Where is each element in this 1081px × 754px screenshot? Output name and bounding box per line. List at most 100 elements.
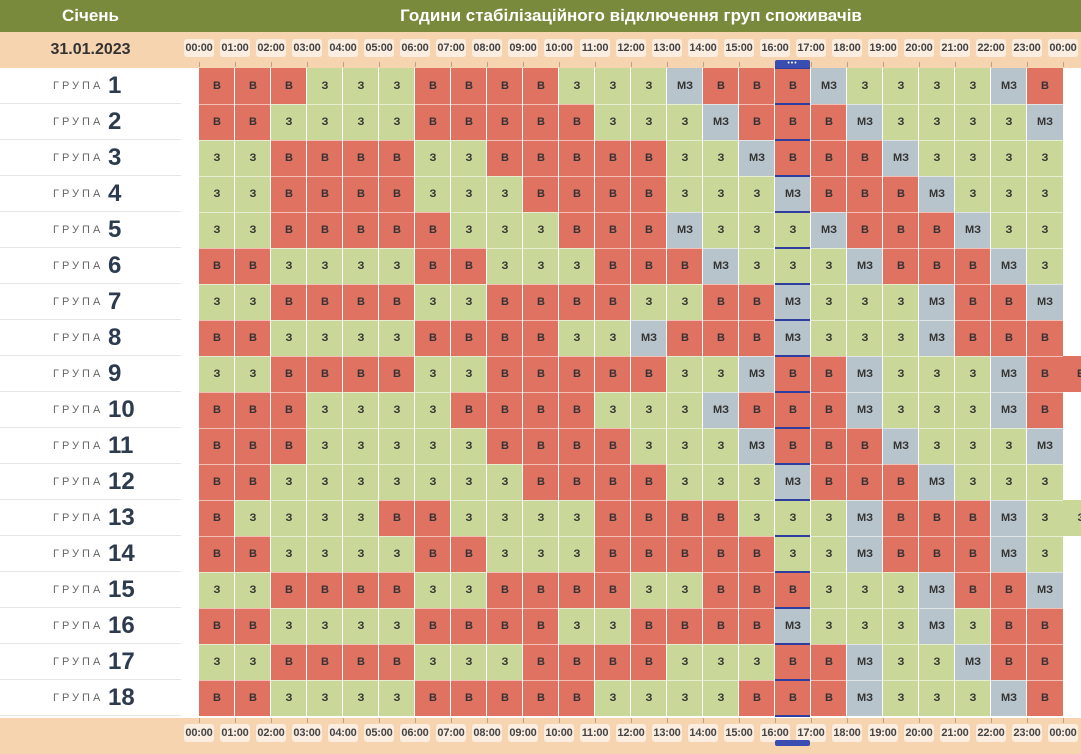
- schedule-cell: З: [271, 680, 307, 716]
- schedule-cell: В: [775, 104, 811, 140]
- current-hour-line: [775, 715, 810, 717]
- group-word: ГРУПА: [53, 188, 104, 200]
- schedule-cell: В: [415, 104, 451, 140]
- schedule-cell: В: [667, 608, 703, 644]
- time-tick: 12:00: [616, 39, 646, 57]
- time-tick-line: [1027, 62, 1028, 67]
- schedule-cell: З: [559, 536, 595, 572]
- schedule-cell: З: [343, 248, 379, 284]
- schedule-cell: В: [235, 392, 271, 428]
- schedule-cell: З: [631, 284, 667, 320]
- time-tick: 09:00: [508, 724, 538, 742]
- schedule-cell: З: [991, 104, 1027, 140]
- time-tick-line: [811, 62, 812, 67]
- time-tick: 21:00: [940, 724, 970, 742]
- current-hour-line: [775, 463, 810, 465]
- time-tick: 06:00: [400, 39, 430, 57]
- schedule-cell: З: [667, 572, 703, 608]
- schedule-cell: В: [307, 140, 343, 176]
- schedule-cell: З: [811, 536, 847, 572]
- time-tick-line: [307, 718, 308, 723]
- schedule-cell: МЗ: [919, 284, 955, 320]
- schedule-cell: В: [703, 608, 739, 644]
- schedule-cell: З: [883, 68, 919, 104]
- schedule-cell: З: [523, 212, 559, 248]
- schedule-cell: З: [487, 464, 523, 500]
- schedule-cell: З: [523, 500, 559, 536]
- schedule-cell: В: [811, 140, 847, 176]
- group-word: ГРУПА: [53, 656, 104, 668]
- group-number: 8: [108, 324, 122, 351]
- schedule-cell: З: [847, 608, 883, 644]
- group-word: ГРУПА: [53, 296, 104, 308]
- schedule-cell: МЗ: [1027, 104, 1063, 140]
- schedule-cell: МЗ: [847, 248, 883, 284]
- schedule-cell: З: [1027, 176, 1063, 212]
- time-tick-line: [307, 62, 308, 67]
- schedule-cell: В: [271, 428, 307, 464]
- schedule-cell: В: [919, 212, 955, 248]
- schedule-cell: В: [487, 140, 523, 176]
- group-label: ГРУПА 6: [0, 248, 181, 284]
- schedule-cell: З: [235, 500, 271, 536]
- schedule-cell: В: [847, 428, 883, 464]
- schedule-cell: З: [451, 464, 487, 500]
- schedule-cell: З: [451, 284, 487, 320]
- schedule-cell: В: [739, 284, 775, 320]
- schedule-cell: З: [271, 320, 307, 356]
- schedule-cell: З: [667, 284, 703, 320]
- time-tick: 20:00: [904, 724, 934, 742]
- schedule-cell: З: [343, 320, 379, 356]
- time-tick: 07:00: [436, 39, 466, 57]
- schedule-cell: З: [847, 572, 883, 608]
- schedule-cell: З: [919, 356, 955, 392]
- schedule-cell: В: [1027, 608, 1063, 644]
- schedule-cell: З: [343, 608, 379, 644]
- schedule-cell: В: [775, 356, 811, 392]
- schedule-cell: В: [415, 248, 451, 284]
- schedule-cell: В: [811, 680, 847, 716]
- schedule-cell: З: [955, 680, 991, 716]
- schedule-cell: З: [739, 212, 775, 248]
- time-tick-line: [883, 62, 884, 67]
- schedule-cell: З: [883, 356, 919, 392]
- time-tick: 05:00: [364, 39, 394, 57]
- schedule-cell: З: [919, 680, 955, 716]
- schedule-cell: В: [235, 68, 271, 104]
- time-tick: 17:00: [796, 724, 826, 742]
- schedule-cell: З: [667, 644, 703, 680]
- schedule-cell: В: [811, 104, 847, 140]
- schedule-cell: В: [379, 212, 415, 248]
- schedule-cell: В: [1027, 392, 1063, 428]
- schedule-cell: В: [667, 536, 703, 572]
- schedule-cell: З: [703, 356, 739, 392]
- group-label: ГРУПА 8: [0, 320, 181, 356]
- schedule-cell: МЗ: [847, 680, 883, 716]
- schedule-cell: З: [451, 428, 487, 464]
- time-tick-line: [451, 62, 452, 67]
- schedule-cell: В: [559, 428, 595, 464]
- column-separator: [522, 68, 523, 718]
- schedule-cell: З: [307, 320, 343, 356]
- schedule-cell: В: [595, 536, 631, 572]
- time-tick: 05:00: [364, 724, 394, 742]
- schedule-cell: В: [775, 140, 811, 176]
- schedule-cell: З: [739, 644, 775, 680]
- time-tick: 14:00: [688, 724, 718, 742]
- time-tick: 19:00: [868, 39, 898, 57]
- schedule-cell: В: [919, 536, 955, 572]
- schedule-cell: В: [847, 212, 883, 248]
- schedule-cell: В: [379, 644, 415, 680]
- schedule-cell: З: [415, 428, 451, 464]
- schedule-cell: З: [595, 608, 631, 644]
- schedule-cell: В: [1027, 356, 1063, 392]
- time-tick-line: [667, 62, 668, 67]
- schedule-cell: З: [703, 140, 739, 176]
- column-separator: [234, 68, 235, 718]
- schedule-cell: В: [199, 68, 235, 104]
- group-number: 5: [108, 216, 122, 243]
- time-tick: 03:00: [292, 39, 322, 57]
- schedule-cell: В: [919, 500, 955, 536]
- schedule-cell: В: [559, 572, 595, 608]
- schedule-cell: З: [415, 356, 451, 392]
